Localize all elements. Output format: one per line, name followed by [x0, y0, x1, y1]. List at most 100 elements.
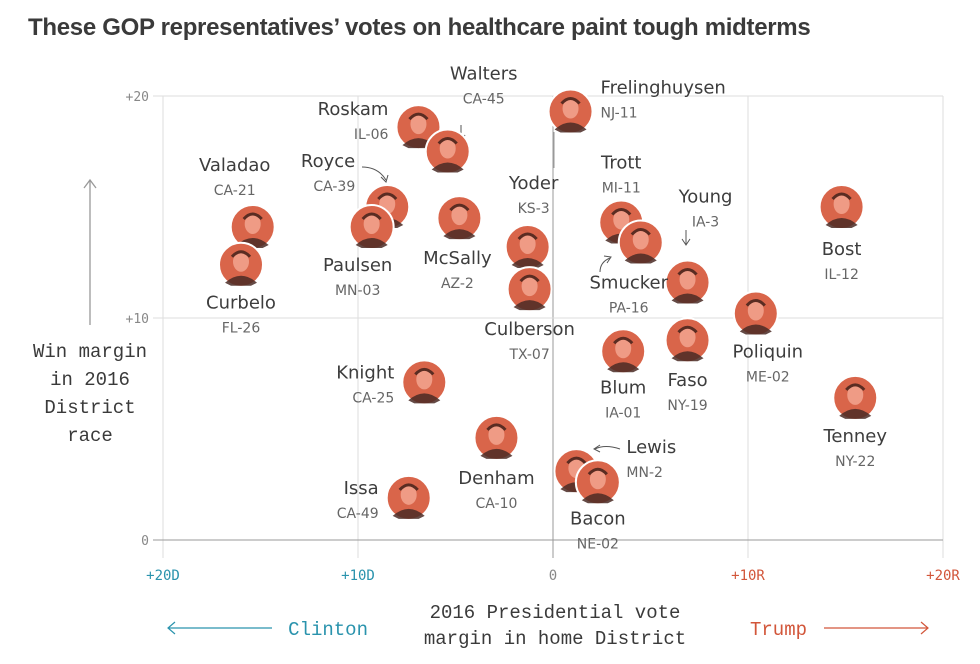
y-axis-label: Win margin	[33, 341, 147, 363]
trump-label: Trump	[750, 619, 807, 641]
x-tick-label: +20D	[146, 568, 180, 584]
data-point[interactable]	[732, 290, 779, 337]
rep-district: CA-49	[337, 506, 379, 522]
point-label: Roskam IL-06	[318, 99, 389, 143]
face-icon	[416, 369, 433, 390]
face-icon	[410, 114, 427, 135]
face-icon	[363, 213, 380, 234]
data-point[interactable]	[506, 266, 553, 313]
rep-district: KS-3	[518, 201, 550, 217]
hair-icon	[408, 112, 429, 121]
axis-text: 0 +10 +20 +20D +10D 0 +10R +20R Win margin in 201…	[33, 90, 960, 650]
hair-icon	[613, 336, 634, 345]
face-icon	[615, 338, 632, 359]
x-axis-label: 2016 Presidential vote	[430, 602, 681, 624]
rep-name: Bacon	[570, 508, 626, 529]
hair-icon	[611, 208, 632, 216]
rep-name: Poliquin	[733, 342, 803, 363]
x-tick-label: 0	[549, 568, 557, 584]
face-icon	[451, 205, 468, 226]
face-icon	[562, 98, 579, 119]
face-icon	[679, 327, 696, 348]
hair-icon	[449, 203, 470, 212]
rep-name: Smucker	[589, 273, 668, 294]
hair-icon	[831, 192, 852, 201]
rep-name: Roskam	[318, 99, 389, 120]
data-point[interactable]	[832, 374, 879, 421]
chart-title: These GOP representatives’ votes on heal…	[28, 14, 811, 41]
face-icon	[589, 469, 606, 490]
clinton-label: Clinton	[288, 619, 368, 641]
data-point[interactable]	[547, 88, 594, 135]
hair-icon	[587, 467, 608, 476]
rep-name: Trott	[600, 153, 641, 174]
point-label: Yoder KS-3	[508, 173, 559, 217]
shoulders-icon	[554, 122, 587, 133]
data-point[interactable]	[473, 414, 520, 461]
rep-name: Frelinghuysen	[601, 78, 726, 99]
hair-icon	[677, 325, 698, 334]
rep-name: Issa	[344, 478, 379, 499]
hair-icon	[398, 483, 419, 491]
point-label: Issa CA-49	[337, 478, 379, 522]
data-point[interactable]	[664, 259, 711, 306]
face-icon	[439, 138, 456, 159]
hair-icon	[486, 423, 507, 431]
data-point[interactable]	[436, 195, 483, 242]
point-label: Smucker PA-16	[589, 273, 668, 317]
hair-icon	[377, 192, 398, 201]
shoulders-icon	[480, 448, 513, 459]
rep-name: Young	[678, 186, 733, 207]
rep-name: Faso	[667, 370, 707, 391]
data-point[interactable]	[218, 241, 264, 288]
data-point[interactable]	[664, 317, 711, 364]
point-labels: Roskam IL-06 Walters CA-45 Frelinghuysen NJ-1…	[199, 64, 887, 553]
rep-district: PA-16	[609, 301, 649, 317]
data-point[interactable]	[818, 184, 865, 230]
face-icon	[400, 484, 417, 505]
x-axis-label: margin in home District	[424, 628, 686, 650]
point-label: McSally AZ-2	[423, 248, 492, 292]
data-point[interactable]	[348, 203, 395, 250]
data-point[interactable]	[401, 359, 448, 406]
rep-district: IA-3	[692, 214, 719, 230]
shoulders-icon	[839, 408, 872, 419]
point-label: Valadao CA-21	[199, 155, 270, 199]
shoulders-icon	[624, 253, 657, 264]
rep-district: ME-02	[746, 370, 790, 386]
data-point[interactable]	[600, 328, 647, 375]
point-label: Culberson TX-07	[484, 319, 575, 363]
data-points	[218, 88, 879, 521]
rep-district: IA-01	[605, 405, 641, 421]
data-point[interactable]	[424, 128, 471, 175]
hair-icon	[519, 274, 540, 283]
point-label: Faso NY-19	[667, 370, 707, 414]
hair-icon	[745, 299, 766, 307]
face-icon	[244, 213, 261, 234]
face-icon	[632, 229, 649, 250]
data-point[interactable]	[504, 223, 551, 270]
rep-district: MN-2	[626, 465, 663, 481]
hair-icon	[566, 456, 587, 465]
rep-district: IL-06	[354, 127, 389, 143]
data-point[interactable]	[385, 474, 432, 521]
royce-arrowhead	[380, 174, 389, 183]
lewis-arrow	[594, 446, 621, 450]
data-point[interactable]	[617, 219, 664, 266]
data-point[interactable]	[229, 203, 276, 250]
rep-district: MI-11	[602, 181, 641, 197]
rep-district: AZ-2	[441, 276, 474, 292]
point-label: Royce CA-39	[301, 151, 355, 195]
x-tick-label: +20R	[926, 568, 960, 584]
rep-district: CA-39	[313, 179, 355, 195]
rep-name: Bost	[822, 239, 862, 260]
hair-icon	[845, 383, 866, 391]
face-icon	[233, 251, 249, 272]
rep-name: Denham	[458, 468, 534, 489]
y-axis-arrowhead	[83, 178, 97, 189]
rep-name: Tenney	[822, 426, 887, 447]
rep-district: NY-19	[667, 398, 707, 414]
data-point[interactable]	[574, 459, 621, 506]
x-tick-label: +10D	[341, 568, 375, 584]
